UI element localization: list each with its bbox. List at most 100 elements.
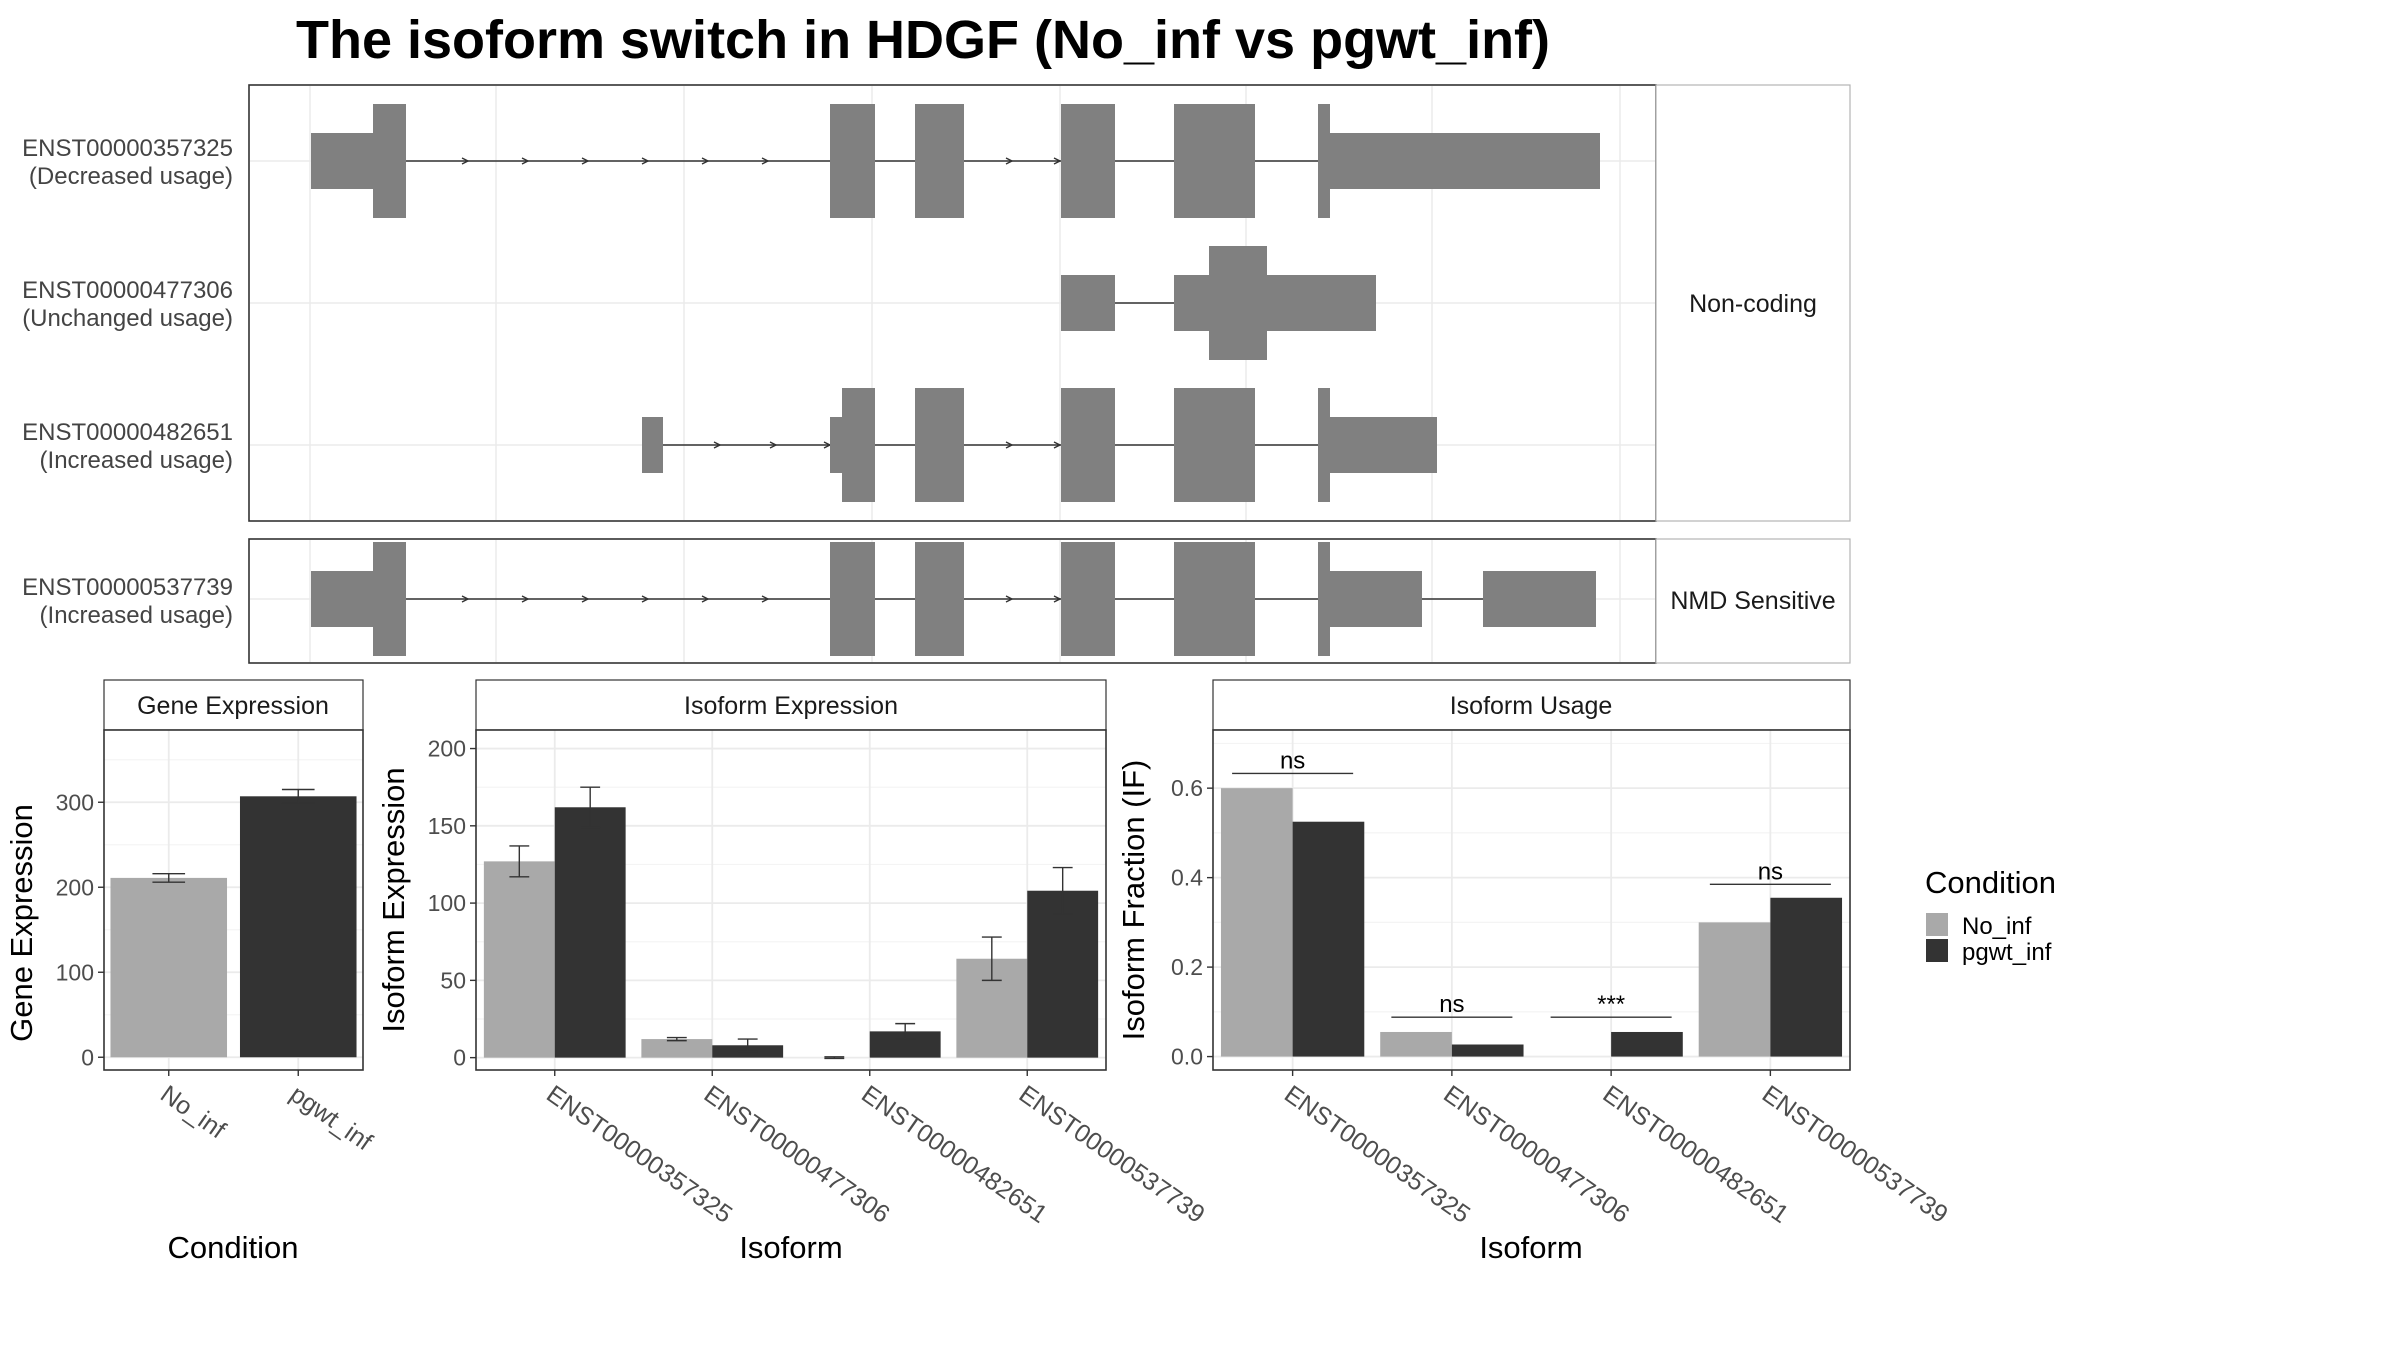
transcript-id-label: ENST00000477306 [22, 277, 233, 304]
figure-title: The isoform switch in HDGF (No_inf vs pg… [296, 10, 1550, 70]
transcript-structure-panel-non-coding: Non-coding [248, 84, 1851, 522]
exon [1174, 388, 1255, 502]
exon [830, 542, 875, 656]
isoform-expression-chart: Isoform Expression 050100150200ENST00000… [376, 679, 1210, 1265]
exon [1318, 542, 1330, 656]
legend-label: No_inf [1962, 913, 2032, 940]
exon [1330, 571, 1422, 627]
bar [1220, 788, 1293, 1057]
exon [1061, 542, 1115, 656]
x-axis-title: Isoform [739, 1230, 842, 1265]
plot-border [1212, 729, 1851, 1071]
chart-title: Isoform Expression [684, 692, 898, 720]
transcript-usage-label: (Increased usage) [40, 602, 233, 629]
exon [1318, 104, 1330, 218]
exon [1061, 104, 1115, 218]
exon [1174, 275, 1209, 331]
exon [1174, 542, 1255, 656]
plot-area: 0 100 200 300 No_inf pgwt_inf [56, 729, 377, 1156]
bar [641, 1039, 713, 1058]
x-axis-title: Condition [168, 1230, 299, 1265]
structure-transcripts [311, 542, 1596, 656]
direction-arrow [769, 441, 778, 449]
transcript-id-label: ENST00000482651 [22, 419, 233, 446]
exon [1174, 104, 1255, 218]
transcript-structure-panel-nmd: NMD Sensitive [248, 538, 1851, 664]
structure-transcripts [311, 104, 1600, 502]
direction-arrow [1005, 595, 1014, 603]
exon [1483, 571, 1596, 627]
error-bar [1052, 866, 1073, 915]
direction-arrow [761, 595, 770, 603]
direction-arrow [1053, 441, 1062, 449]
facet-strip [103, 679, 364, 731]
exon [842, 388, 875, 502]
direction-arrow [581, 595, 590, 603]
significance-label: ns [1758, 858, 1783, 885]
strip-label-nmd-sensitive: NMD Sensitive [1670, 587, 1835, 615]
significance-label: ns [1439, 991, 1464, 1018]
exon [915, 104, 964, 218]
plot-border [475, 729, 1107, 1071]
facet-strip [475, 679, 1107, 731]
bar [1027, 890, 1099, 1058]
direction-arrow [1053, 595, 1062, 603]
legend-label: pgwt_inf [1962, 939, 2052, 966]
error-bar [895, 1022, 916, 1040]
direction-arrow [521, 595, 530, 603]
error-bar [981, 936, 1002, 982]
gene-expression-chart: Gene Expression 0 100 200 300 No_inf pgwt_inf… [4, 679, 377, 1265]
exon [373, 104, 406, 218]
y-tick-label: 300 [56, 789, 94, 815]
exon [1330, 133, 1600, 189]
y-tick-label: 200 [56, 874, 94, 900]
significance-label: ns [1280, 747, 1305, 774]
y-tick-label: 50 [440, 967, 466, 993]
transcript-usage-label: (Decreased usage) [29, 163, 233, 190]
chart-title: Isoform Usage [1450, 692, 1613, 720]
direction-arrow [1005, 157, 1014, 165]
bar [1292, 821, 1365, 1057]
error-bar [509, 845, 530, 878]
exon [915, 388, 964, 502]
exon [1061, 388, 1115, 502]
direction-arrow [641, 157, 650, 165]
direction-arrow [761, 157, 770, 165]
y-tick-label: 0.4 [1171, 865, 1203, 891]
legend-key-pgwt-inf [1926, 939, 1948, 962]
error-bar [737, 1038, 758, 1053]
error-bar [824, 1056, 845, 1060]
exon [1209, 246, 1267, 360]
error-bar [281, 788, 315, 804]
strip-nmd-sensitive [1655, 538, 1851, 664]
transcript-usage-label: (Unchanged usage) [22, 305, 233, 332]
bar [110, 877, 228, 1058]
y-tick-label: 150 [428, 813, 466, 839]
bar [1451, 1044, 1524, 1057]
y-axis-title: Gene Expression [4, 804, 39, 1042]
exon [830, 104, 875, 218]
legend-key-no-inf [1926, 913, 1948, 936]
transcript-id-label: ENST00000537739 [22, 574, 233, 601]
exon [1267, 275, 1376, 331]
y-axis-title: Isoform Fraction (IF) [1116, 760, 1151, 1041]
y-tick-label: 100 [56, 959, 94, 985]
exon [915, 542, 964, 656]
exon [311, 133, 373, 189]
transcript-id-label: ENST00000357325 [22, 135, 233, 162]
x-axis-title: Isoform [1479, 1230, 1582, 1265]
direction-arrow [521, 157, 530, 165]
direction-arrow [1053, 157, 1062, 165]
y-tick-label: 0.2 [1171, 954, 1203, 980]
direction-arrow [713, 441, 722, 449]
plot-border [103, 729, 364, 1071]
facet-strip [1212, 679, 1851, 731]
y-tick-label: 0 [81, 1044, 94, 1070]
bar [1611, 1031, 1683, 1057]
transcript-labels: ENST00000357325 (Decreased usage) ENST00… [22, 135, 233, 629]
y-tick-label: 200 [428, 736, 466, 762]
strip-label-non-coding: Non-coding [1689, 290, 1817, 318]
